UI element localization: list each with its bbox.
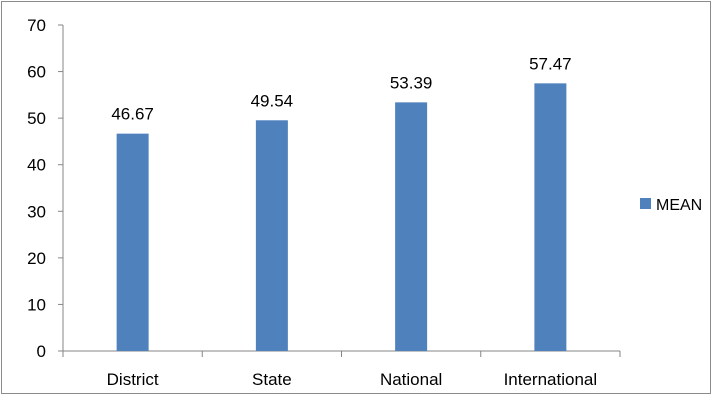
y-tick-label: 0 [37,342,46,361]
y-tick-label: 70 [27,16,46,35]
y-tick-label: 30 [27,202,46,221]
y-axis-ticks: 0 10 20 30 40 50 60 70 [27,16,63,361]
bars-group [116,83,567,352]
bar-state [255,120,288,351]
bar-international [534,83,567,351]
y-tick-label: 20 [27,249,46,268]
data-label-international: 57.47 [529,54,572,73]
x-tick-label-national: National [380,370,442,389]
x-axis-ticks [62,351,621,357]
legend: MEAN [640,197,702,214]
data-label-national: 53.39 [390,73,433,92]
x-tick-label-state: State [252,370,292,389]
y-tick-label: 50 [27,109,46,128]
bar-national [395,102,428,352]
y-tick-label: 10 [27,295,46,314]
legend-swatch-mean [640,198,651,209]
x-axis-labels: District State National International [107,370,598,389]
data-label-district: 46.67 [111,105,154,124]
data-labels-group: 46.67 49.54 53.39 57.47 [111,54,571,123]
bar-district [116,133,149,351]
legend-label-mean: MEAN [656,197,702,214]
y-tick-label: 40 [27,156,46,175]
data-label-state: 49.54 [251,91,294,110]
x-tick-label-district: District [107,370,159,389]
x-tick-label-international: International [504,370,598,389]
y-tick-label: 60 [27,63,46,82]
